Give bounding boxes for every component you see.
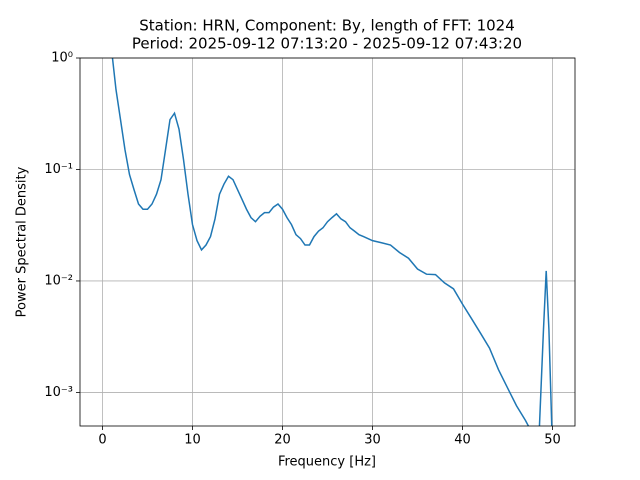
y-tick-label: 10⁰ (51, 51, 73, 66)
x-tick-label: 40 (454, 433, 471, 448)
x-axis-label: Frequency [Hz] (278, 455, 376, 470)
x-tick-label: 50 (544, 433, 561, 448)
x-tick-label: 10 (184, 433, 201, 448)
y-tick-label: 10⁻³ (44, 385, 73, 400)
chart-title: Station: HRN, Component: By, length of F… (139, 17, 515, 35)
plot-frame (79, 57, 576, 427)
y-tick-label: 10⁻¹ (44, 162, 73, 177)
x-tick-label: 30 (364, 433, 381, 448)
y-axis-label: Power Spectral Density (15, 166, 30, 317)
x-tick-label: 0 (98, 433, 106, 448)
y-tick-label: 10⁻² (44, 273, 73, 288)
data-line (111, 58, 553, 426)
chart-subtitle: Period: 2025-09-12 07:13:20 - 2025-09-12… (132, 35, 522, 53)
x-tick-label: 20 (274, 433, 291, 448)
